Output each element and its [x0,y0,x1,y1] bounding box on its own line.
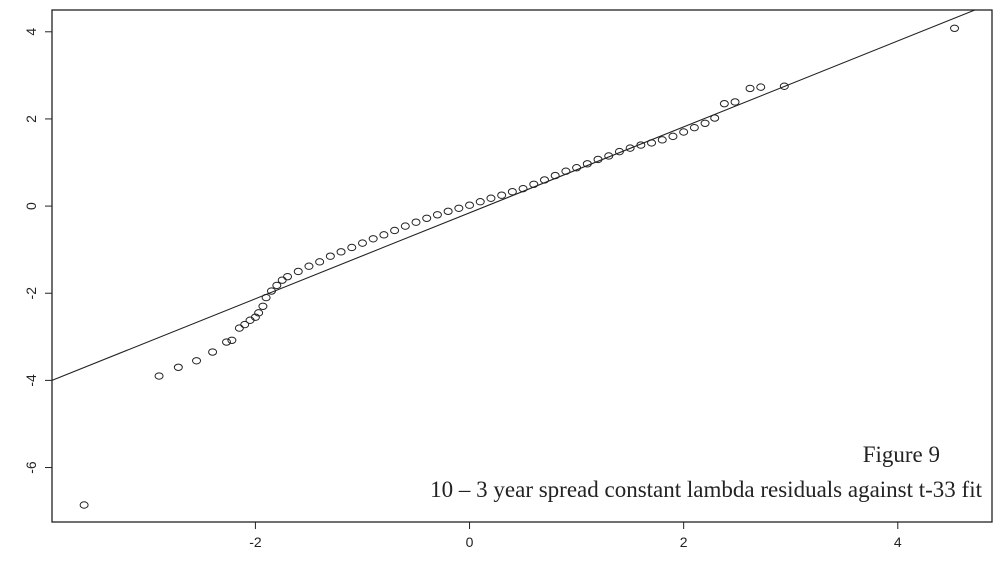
point [689,123,699,132]
point [390,226,400,235]
figure-caption: 10 – 3 year spread constant lambda resid… [430,477,982,502]
point [266,287,276,295]
point [422,214,432,222]
y-tick-label: 0 [23,202,39,210]
point [325,252,335,260]
point [745,84,755,93]
point [730,98,740,106]
point [411,218,421,226]
point [208,348,218,356]
y-tick-label: -2 [23,287,39,300]
point [561,167,571,175]
y-tick-label: 4 [23,28,39,36]
point [679,128,689,136]
point [507,188,517,196]
point [572,164,582,172]
point [234,324,244,332]
point [154,372,164,380]
point [550,171,560,180]
point [272,281,282,290]
point [283,272,293,281]
point [443,207,453,216]
point [657,136,667,144]
point [254,309,264,317]
point [497,191,507,199]
point [240,320,250,329]
point [779,82,789,90]
point [486,194,496,202]
point [604,152,614,160]
x-tick-label: 0 [466,534,474,550]
x-tick-label: 2 [680,534,688,550]
point [173,363,183,372]
point [250,313,260,321]
point [277,276,287,284]
figure-label: Figure 9 [863,442,940,467]
point [719,99,729,108]
plot-frame [51,9,993,523]
point [529,180,539,188]
y-tick-label: -4 [23,374,39,387]
point [625,144,635,152]
point [315,258,325,266]
point [539,176,549,184]
point [304,262,314,270]
point [432,211,442,219]
x-tick-label: 4 [894,534,902,550]
point [582,160,592,168]
y-tick-label: 2 [23,115,39,123]
point [950,24,960,33]
point [614,147,624,156]
point [593,155,603,164]
point [400,222,410,230]
point [379,231,389,239]
point [368,235,378,243]
point [647,139,657,147]
point [293,267,303,276]
point [756,83,766,91]
point [347,243,357,252]
point [475,198,485,206]
point [700,119,710,127]
point [518,184,528,193]
blank-patch [330,355,912,400]
point [336,248,346,256]
x-tick-label: -2 [249,534,262,550]
point [465,201,475,209]
point [261,293,271,302]
point [454,204,464,212]
point [192,357,202,365]
point [357,239,367,247]
point [258,302,268,311]
point [668,132,678,141]
point [227,336,237,344]
point [222,338,232,346]
point [636,141,646,149]
y-tick-label: -6 [23,461,39,474]
point [79,501,89,509]
point [710,114,720,122]
